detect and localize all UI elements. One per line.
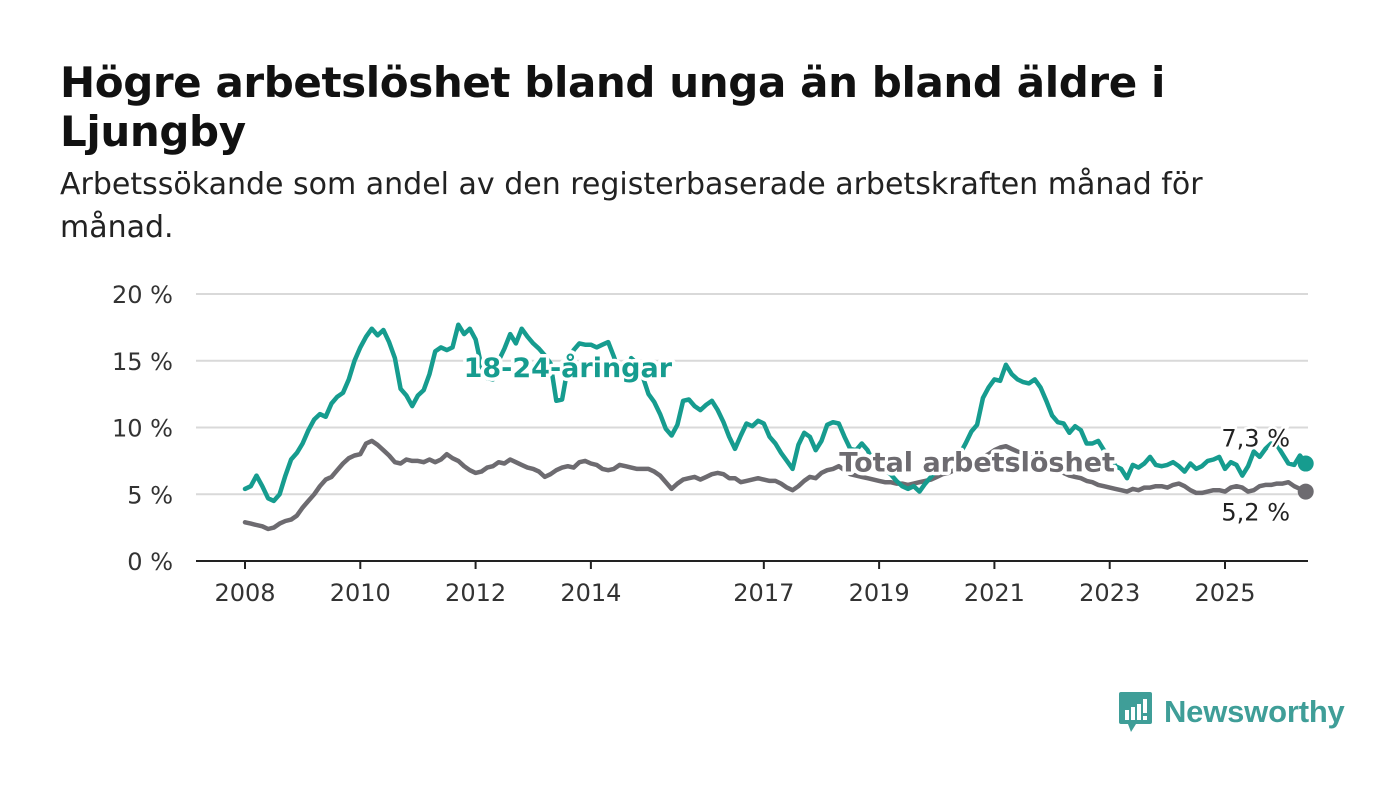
series-line-total [242,438,1308,532]
x-tick-label: 2017 [733,579,794,607]
y-tick-label: 15 % [112,348,173,376]
end-label-youth: 7,3 % [1221,425,1290,453]
x-tick-label: 2014 [560,579,621,607]
y-axis-tick-labels: 0 % 5 % 10 % 15 % 20 % [112,281,173,576]
series-label-youth: 18-24-åringar [464,352,673,384]
line-chart: 0 %5 %10 %15 %20 % 2008 2010 2012 2014 2017 2… [112,281,1314,607]
newsworthy-logo-icon [1119,692,1152,732]
x-axis-tick-labels: 2008 2010 2012 2014 2017 2019 2021 2023 2025 [214,561,1256,607]
end-point-total [1297,483,1314,500]
x-tick-label: 2012 [445,579,506,607]
y-tick-label: 5 % [127,481,173,509]
x-tick-label: 2010 [330,579,391,607]
series-lines [242,322,1314,532]
x-tick-label: 2021 [964,579,1025,607]
newsworthy-logo-text: Newsworthy [1164,694,1345,729]
y-tick-label: 10 % [112,415,173,443]
newsworthy-logo: Newsworthy [1118,690,1345,734]
chart-title: Högre arbetslöshet bland unga än bland ä… [60,58,1165,156]
y-tick-label: 20 % [112,281,173,309]
x-tick-label: 2019 [849,579,910,607]
end-label-total: 5,2 % [1221,499,1290,527]
chart-subtitle: Arbetssökande som andel av den registerb… [60,167,1203,245]
x-tick-label: 2023 [1079,579,1140,607]
series-label-total: Total arbetslöshet [839,448,1115,479]
end-point-youth [1297,455,1314,472]
x-tick-label: 2008 [214,579,275,607]
series-labels: 7,3 % 5,2 % 18-24-åringar Total arbetslöshe… [460,348,1292,529]
series-line-youth [242,322,1308,504]
x-tick-label: 2025 [1194,579,1255,607]
y-tick-label: 0 % [127,548,173,576]
